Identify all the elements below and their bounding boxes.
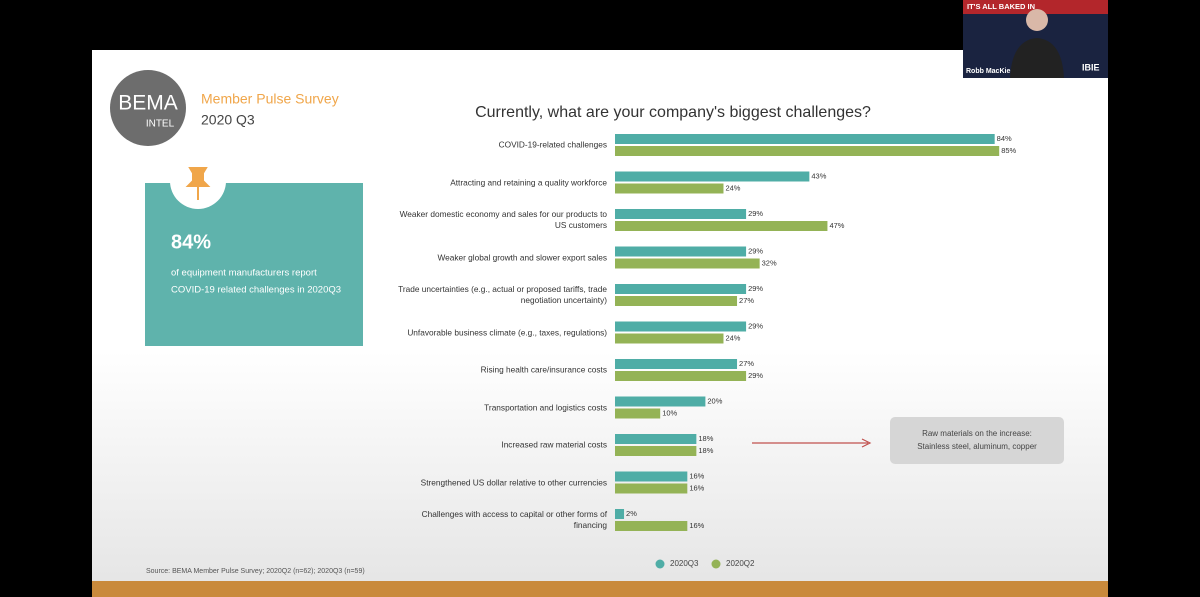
category-label: Increased raw material costs	[501, 439, 607, 450]
bar	[615, 296, 738, 306]
bar	[615, 483, 688, 494]
bar	[615, 134, 995, 144]
bar	[615, 521, 688, 531]
logo-sub: INTEL	[146, 119, 175, 130]
bar	[615, 246, 747, 257]
category-label: Weaker domestic economy and sales for ou…	[399, 209, 607, 230]
source-note: Source: BEMA Member Pulse Survey; 2020Q2…	[146, 568, 365, 575]
category-label: Weaker global growth and slower export s…	[437, 252, 607, 262]
value-label: 84%	[997, 134, 1012, 143]
category-label: Challenges with access to capital or oth…	[421, 509, 607, 530]
callout-stat: 84%	[171, 231, 211, 253]
callout-box	[145, 183, 363, 346]
annotation-text: Stainless steel, aluminum, copper	[917, 442, 1037, 451]
value-label: 29%	[748, 284, 763, 293]
category-label: Strengthened US dollar relative to other…	[420, 477, 607, 487]
bar	[615, 396, 706, 407]
survey-period: 2020 Q3	[201, 112, 255, 128]
bar	[615, 209, 747, 219]
value-label: 24%	[725, 183, 740, 192]
value-label: 16%	[689, 483, 704, 492]
category-label: Trade uncertainties (e.g., actual or pro…	[398, 284, 607, 305]
bar	[615, 446, 697, 456]
category-label: Transportation and logistics costs	[484, 402, 607, 412]
value-label: 24%	[725, 333, 740, 342]
pin-icon	[185, 167, 211, 200]
bar	[615, 471, 688, 482]
chart-title: Currently, what are your company's bigge…	[475, 104, 871, 121]
legend-label: 2020Q3	[670, 559, 699, 568]
bar	[615, 321, 747, 332]
callout-text: of equipment manufacturers report	[171, 268, 317, 279]
category-label: Unfavorable business climate (e.g., taxe…	[407, 327, 607, 337]
legend-swatch	[711, 559, 721, 569]
category-label: Attracting and retaining a quality workf…	[450, 177, 607, 187]
logo	[110, 70, 186, 146]
bar	[615, 371, 747, 381]
value-label: 29%	[748, 371, 763, 380]
video-banner: IT'S ALL BAKED IN	[967, 2, 1035, 11]
value-label: 29%	[748, 321, 763, 330]
value-label: 27%	[739, 296, 754, 305]
annotation-box	[890, 417, 1064, 464]
value-label: 43%	[811, 171, 826, 180]
bar	[615, 284, 747, 294]
value-label: 27%	[739, 359, 754, 368]
value-label: 10%	[662, 408, 677, 417]
bar	[615, 509, 625, 519]
speaker-name: Robb MacKie	[966, 68, 1010, 75]
arrow-head	[861, 438, 872, 448]
bar	[615, 408, 661, 419]
bar	[615, 333, 724, 344]
category-label: COVID-19-related challenges	[498, 139, 607, 150]
value-label: 20%	[707, 396, 722, 405]
value-label: 47%	[829, 221, 844, 230]
value-label: 16%	[689, 471, 704, 480]
bar	[615, 171, 810, 182]
bar	[615, 183, 724, 194]
value-label: 16%	[689, 521, 704, 530]
value-label: 18%	[698, 446, 713, 455]
value-label: 18%	[698, 434, 713, 443]
callout-text: COVID-19 related challenges in 2020Q3	[171, 285, 341, 296]
survey-title: Member Pulse Survey	[201, 91, 339, 107]
speaker-body	[1010, 38, 1064, 78]
annotation-text: Raw materials on the increase:	[922, 429, 1032, 438]
bar	[615, 258, 760, 269]
value-label: 85%	[1001, 146, 1016, 155]
video-banner-bg	[963, 0, 1108, 14]
value-label: 32%	[762, 258, 777, 267]
logo-main: BEMA	[118, 92, 178, 115]
value-label: 29%	[748, 209, 763, 218]
bar	[615, 434, 697, 444]
bar	[615, 221, 828, 231]
slide-footer	[92, 581, 1108, 597]
legend-swatch	[655, 559, 665, 569]
legend-label: 2020Q2	[726, 559, 755, 568]
bar	[615, 359, 738, 369]
value-label: 2%	[626, 509, 637, 518]
value-label: 29%	[748, 246, 763, 255]
video-badge: IBIE	[1082, 62, 1100, 72]
category-label: Rising health care/insurance costs	[480, 364, 607, 375]
bar	[615, 146, 1000, 156]
speaker-head	[1026, 9, 1048, 31]
